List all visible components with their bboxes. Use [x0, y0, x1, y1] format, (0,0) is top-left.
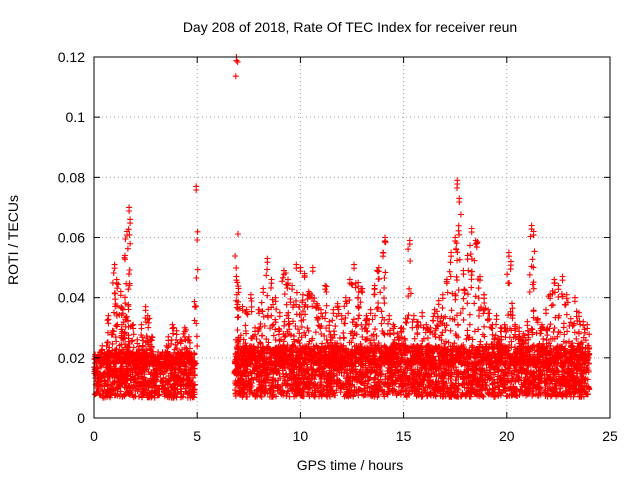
- x-axis-label: GPS time / hours: [297, 457, 404, 473]
- chart-title: Day 208 of 2018, Rate Of TEC Index for r…: [183, 19, 517, 35]
- roti-point-markers: [91, 54, 593, 401]
- x-tick-label: 25: [602, 428, 618, 444]
- y-tick-label: 0.12: [58, 49, 85, 65]
- x-tick-label: 10: [293, 428, 309, 444]
- y-tick-label: 0.1: [66, 109, 86, 125]
- x-tick-label: 15: [396, 428, 412, 444]
- y-tick-label: 0.06: [58, 230, 85, 246]
- y-axis-label: ROTI / TECUs: [5, 195, 21, 285]
- y-tick-label: 0: [77, 410, 85, 426]
- x-tick-label: 20: [499, 428, 515, 444]
- series-roti: [91, 54, 593, 401]
- y-tick-label: 0.02: [58, 350, 85, 366]
- y-tick-label: 0.04: [58, 290, 85, 306]
- x-tick-label: 5: [193, 428, 201, 444]
- axis-ticks: 0 5 10 15 20 25 0 0.02 0.04 0.06 0.08 0.1 0.12: [58, 49, 618, 444]
- x-tick-label: 0: [90, 428, 98, 444]
- y-tick-label: 0.08: [58, 169, 85, 185]
